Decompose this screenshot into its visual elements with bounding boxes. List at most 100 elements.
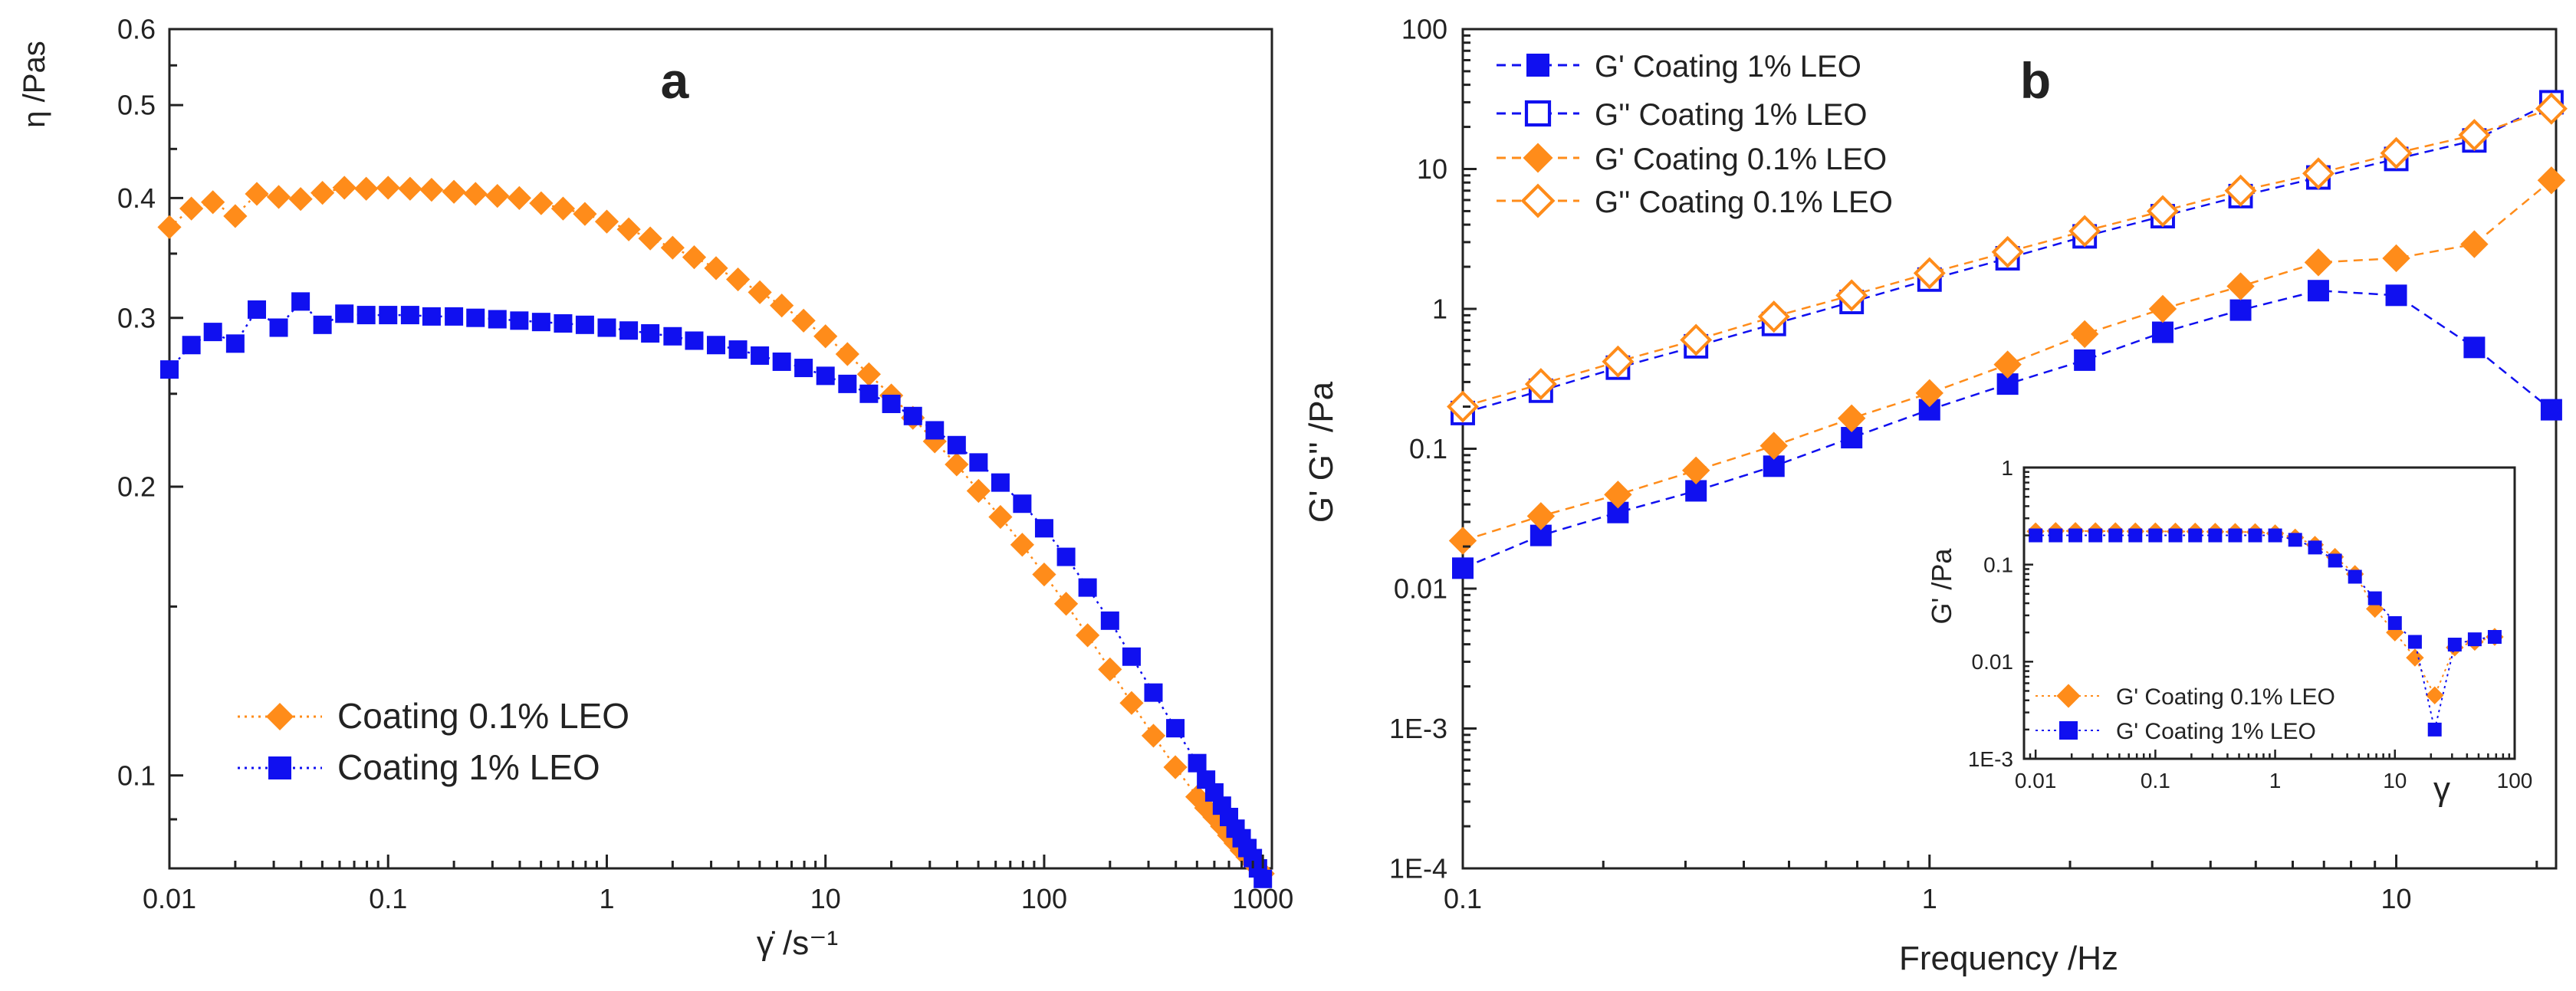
b-series-2-point <box>2537 166 2566 195</box>
b-inset-series-1-point <box>2427 722 2442 737</box>
a-series-0-point <box>354 176 379 201</box>
b-inset-x-tick-label: 0.01 <box>2015 769 2057 792</box>
a-series-1-point <box>728 340 748 359</box>
a-series-1-point <box>1188 753 1207 773</box>
b-series-3-point <box>2302 157 2334 190</box>
b-y-tick-label: 1 <box>1432 294 1447 325</box>
a-x-tick-label: 0.1 <box>369 883 407 914</box>
b-inset-y-tick-label: 0.1 <box>1983 553 2013 576</box>
b-series-3-point <box>2146 195 2179 228</box>
b-series-3-point <box>1913 257 1946 290</box>
a-series-1-point <box>619 321 639 340</box>
panel-b-label: b <box>2020 52 2051 109</box>
panel-b-legend: G' Coating 1% LEO G'' Coating 1% LEO G' Co… <box>1497 50 1893 219</box>
a-series-0-point <box>442 179 466 204</box>
a-series-0-point <box>1141 724 1166 748</box>
a-series-1-point <box>203 323 222 342</box>
panel-b-legend-label-3: G'' Coating 0.1% LEO <box>1595 185 1893 219</box>
b-inset-y-tick-label: 1E-3 <box>1968 747 2013 771</box>
a-series-0-point <box>945 452 969 477</box>
b-x-tick-label: 1 <box>1922 883 1937 914</box>
a-series-0-point <box>201 190 225 215</box>
panel-b-y-axis-label: G' G'' /Pa <box>1303 381 1340 523</box>
b-inset-series-1-point <box>2487 629 2502 644</box>
b-x-tick-label: 10 <box>2381 883 2412 914</box>
panel-b-legend-marker <box>1526 54 1549 77</box>
b-inset-series-1-point <box>2128 528 2143 543</box>
b-series-3-point <box>2458 119 2491 152</box>
inset-x-axis-label: γ <box>2433 770 2450 808</box>
a-series-1-point <box>313 315 332 334</box>
b-inset-series-1-point <box>2208 528 2223 543</box>
a-series-1-point <box>248 300 267 319</box>
b-series-0-point <box>2074 349 2096 371</box>
b-series-3-point <box>1680 323 1713 356</box>
a-series-1-point <box>685 331 704 350</box>
a-series-0-point <box>856 362 881 386</box>
b-inset-series-1-point <box>2248 528 2262 543</box>
a-series-1-point <box>160 360 179 379</box>
a-series-0-point <box>682 244 707 270</box>
b-series-2-point <box>1604 481 1632 509</box>
a-series-0-point <box>1163 755 1188 779</box>
a-series-0-point <box>288 187 313 212</box>
a-series-1-point <box>379 306 398 325</box>
b-series-3-point <box>1757 300 1790 333</box>
a-series-1-point <box>1122 647 1141 666</box>
b-inset-x-tick-label: 100 <box>2497 769 2533 792</box>
b-series-2-point <box>2226 272 2255 300</box>
a-x-tick-label: 1000 <box>1232 883 1293 914</box>
a-series-0-point <box>1119 691 1144 715</box>
b-inset-series-1-point <box>2188 528 2203 543</box>
a-series-0-point <box>485 184 510 208</box>
a-series-1-point <box>422 307 441 326</box>
b-series-2-point <box>1993 350 2022 379</box>
a-series-0-point <box>1053 592 1079 616</box>
b-inset-series-0-point <box>2386 623 2404 642</box>
b-series-2-point <box>2148 294 2177 323</box>
a-series-0-point <box>1010 533 1034 557</box>
a-series-0-point <box>398 176 422 201</box>
a-series-0-point <box>179 196 204 221</box>
b-series-0-point <box>1452 557 1474 579</box>
a-series-1-point <box>269 318 288 337</box>
b-inset-series-1-point <box>2068 528 2083 543</box>
a-y-tick-label: 0.3 <box>117 302 156 333</box>
panel-a-label: a <box>661 52 690 109</box>
a-series-1-point <box>838 374 857 393</box>
a-series-1-point <box>400 306 419 325</box>
b-inset-x-tick-label: 1 <box>2269 769 2282 792</box>
a-series-1-point <box>1100 611 1119 630</box>
b-series-3-point <box>2535 92 2568 125</box>
a-series-1-point <box>991 473 1010 492</box>
a-series-0-point <box>748 280 772 304</box>
a-y-tick-label: 0.1 <box>117 760 156 791</box>
b-series-2-point <box>1760 432 1788 460</box>
a-series-1-point <box>1034 519 1053 538</box>
a-series-1-point <box>641 323 660 343</box>
b-y-tick-label: 0.01 <box>1394 573 1447 605</box>
panel-b-legend-marker <box>1524 100 1552 127</box>
a-series-1-point <box>1078 578 1097 597</box>
b-inset-series-1-point <box>2049 528 2063 543</box>
b-inset-series-1-point <box>2088 528 2103 543</box>
panel-a-legend: Coating 0.1% LEO Coating 1% LEO <box>238 696 629 787</box>
a-series-1-point <box>356 306 376 325</box>
b-series-2-point <box>1681 456 1710 484</box>
b-series-3-point <box>1602 345 1635 378</box>
a-series-0-point <box>529 191 554 215</box>
a-series-1-point <box>335 304 354 323</box>
a-series-0-point <box>594 209 619 234</box>
a-series-1-point <box>816 366 835 386</box>
legend-marker-diamond-orange <box>266 703 294 730</box>
a-series-1-point <box>772 352 791 371</box>
a-series-1-point <box>969 453 988 472</box>
b-inset-series-1-point <box>2348 569 2362 584</box>
a-series-0-point <box>1076 623 1100 648</box>
b-series-2-point <box>1837 404 1866 433</box>
b-series-2-point <box>2070 320 2099 349</box>
a-series-1-point <box>531 313 550 332</box>
b-series-3-point <box>1835 279 1868 312</box>
a-series-0-point <box>835 342 859 366</box>
b-inset-series-0-point <box>2406 648 2424 667</box>
